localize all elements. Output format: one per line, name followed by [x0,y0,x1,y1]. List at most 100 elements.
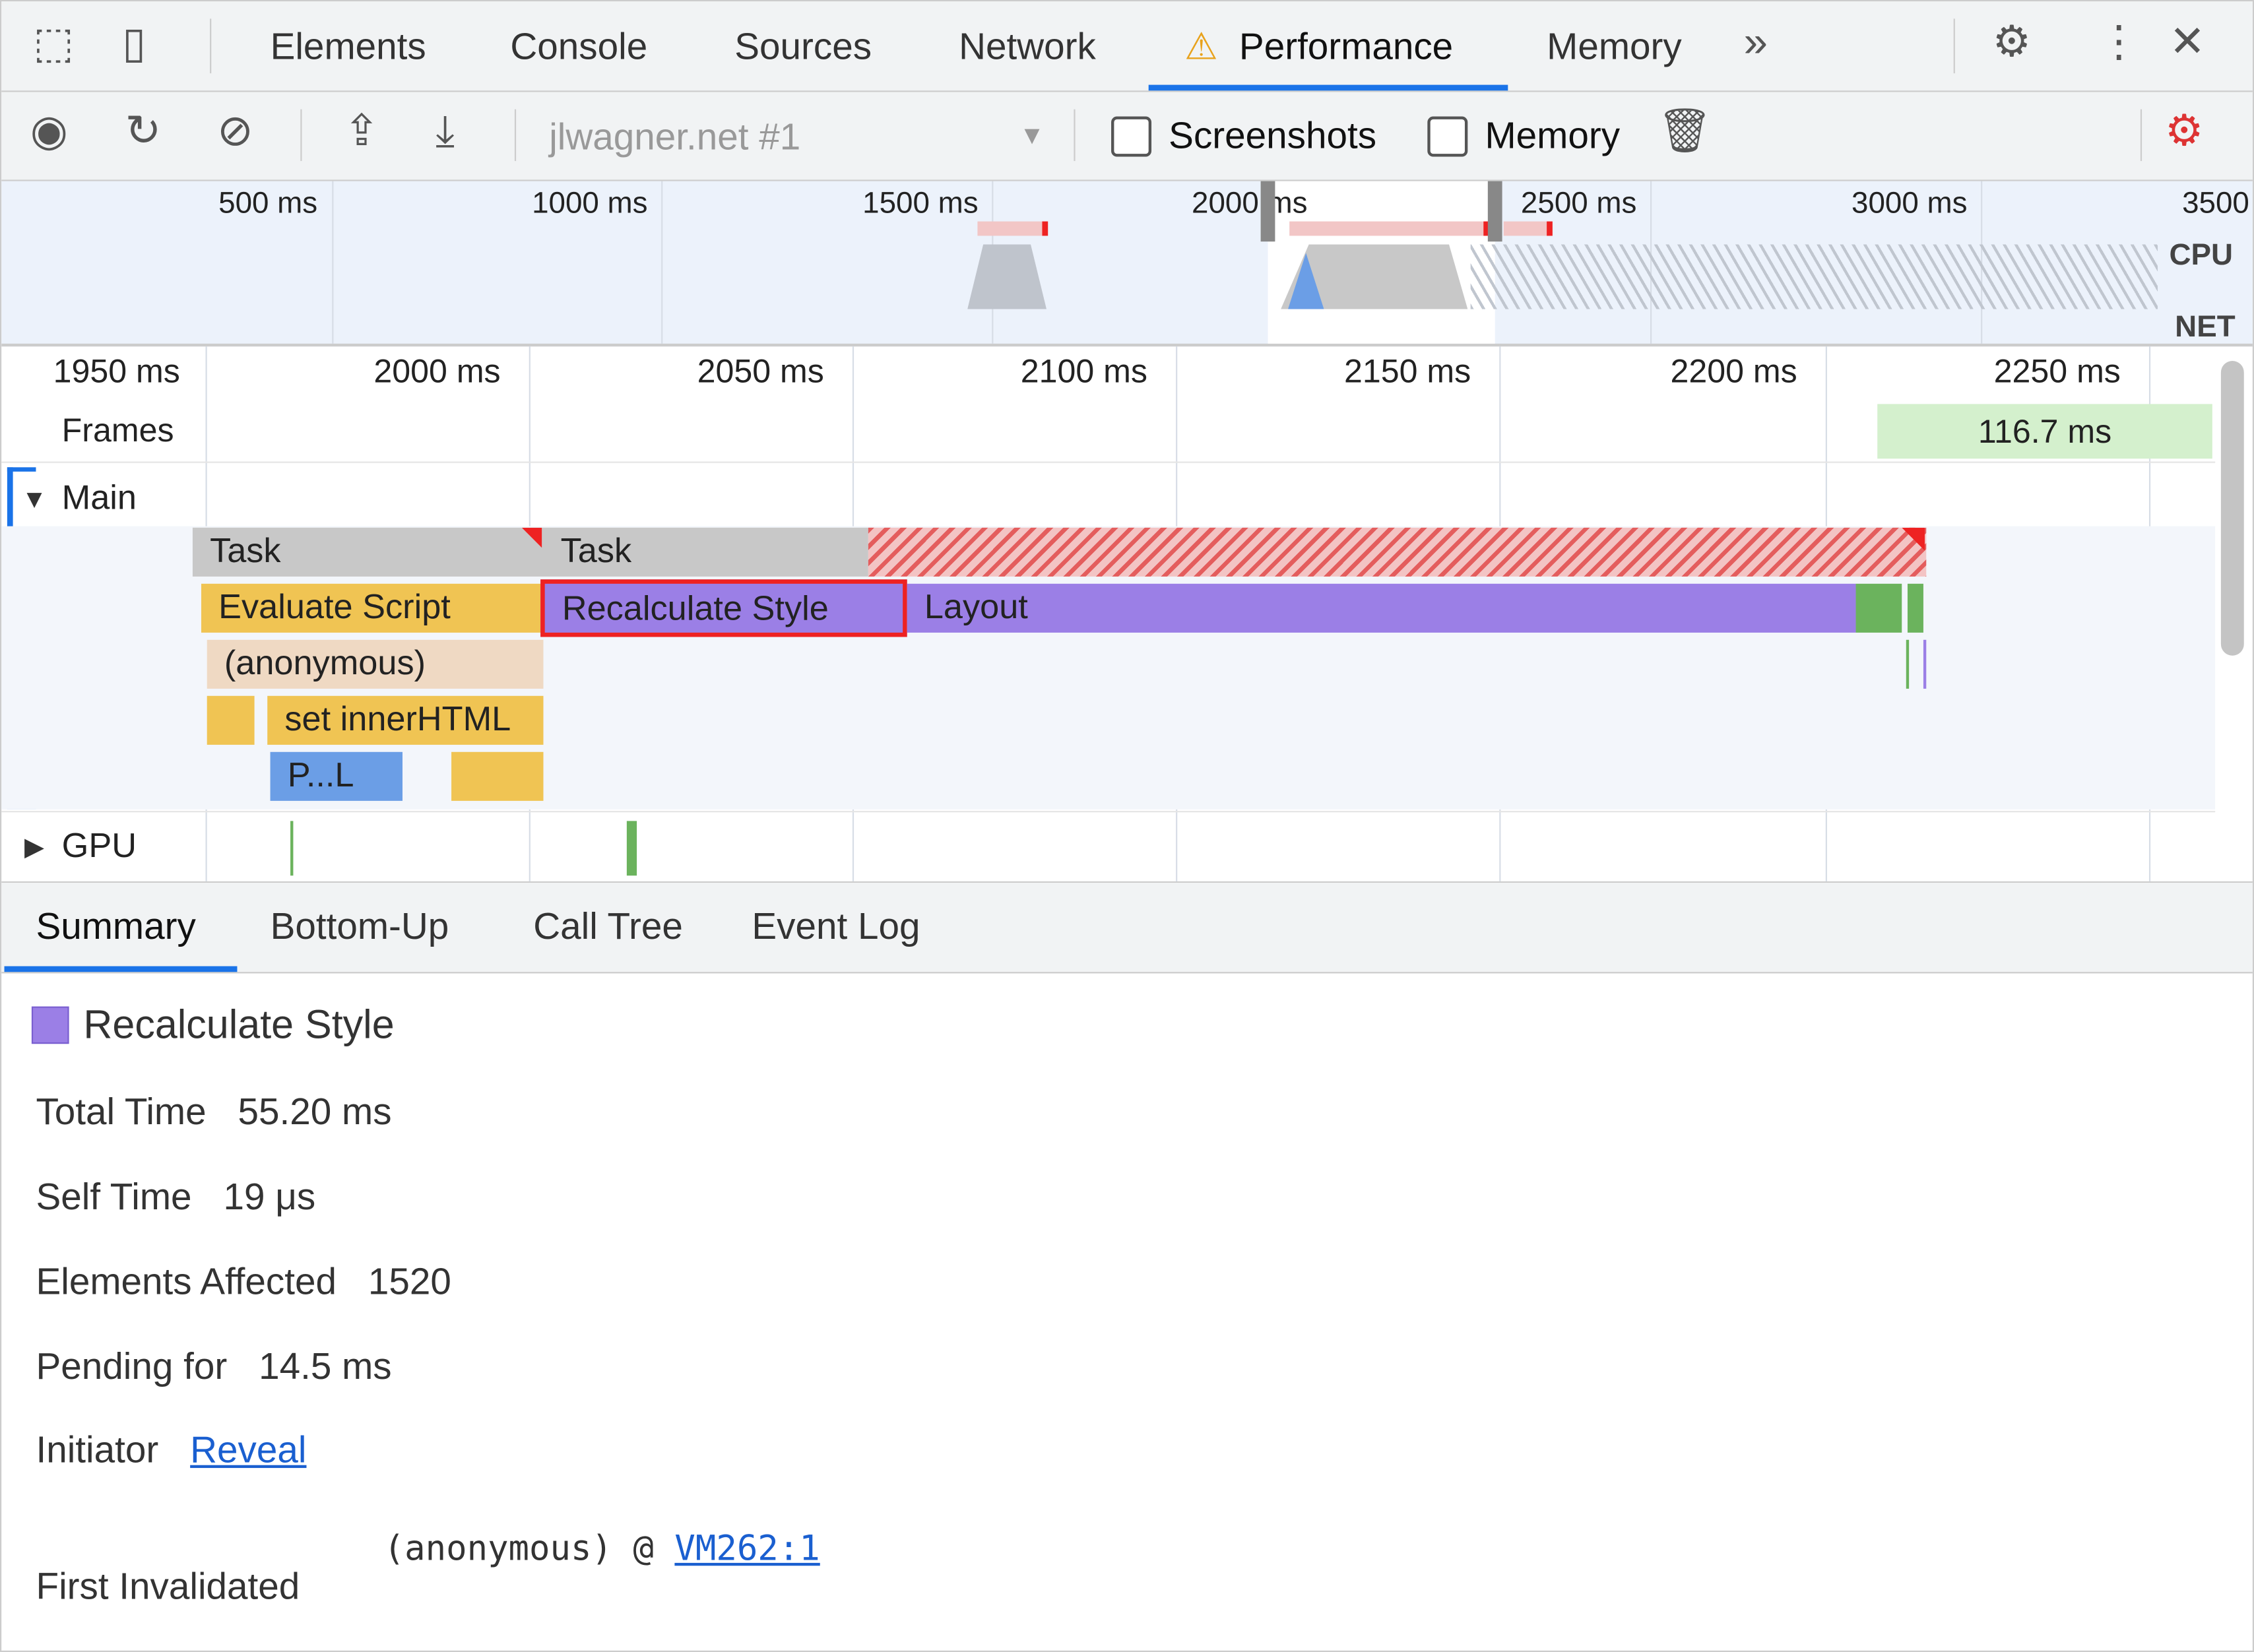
frames-track-label[interactable]: Frames [61,411,174,449]
elements-affected-value: 1520 [368,1259,451,1303]
recalculate-style-bar-selected[interactable]: Recalculate Style [540,579,907,637]
time-tick: 2000 ms [373,352,501,390]
script-bar[interactable] [207,695,255,745]
tab-console[interactable]: Console [510,24,648,68]
expand-triangle-icon[interactable]: ▼ [21,484,48,514]
vertical-scrollbar[interactable] [2220,361,2244,656]
screenshots-checkbox[interactable] [1111,116,1152,157]
gpu-track-label[interactable]: GPU [61,827,137,866]
warning-icon: ⚠ [1184,24,1218,68]
overview-tick: 1500 ms [862,187,979,220]
tab-network[interactable]: Network [959,24,1096,68]
tab-summary[interactable]: Summary [36,904,196,948]
gpu-event[interactable] [626,821,637,876]
long-task-marker [977,221,1048,236]
active-tab-indicator [4,966,238,972]
record-icon[interactable]: ◉ [30,108,68,156]
devtools-tab-bar: ⬚ ▯ Elements Console Sources Network ⚠ P… [1,1,2253,92]
first-invalidated-label: First Invalidated [36,1564,300,1608]
overview-tick: 500 ms [218,187,318,220]
initiator-label: Initiator [36,1428,159,1471]
chevron-down-icon[interactable]: ▼ [1019,121,1045,150]
timeline-overview[interactable]: 500 ms 1000 ms 1500 ms 2000 ms 2500 ms 3… [1,181,2253,347]
total-time-value: 55.20 ms [238,1089,392,1133]
cpu-label: CPU [2169,238,2234,272]
active-tab-indicator [1148,84,1508,91]
evaluate-script-bar[interactable]: Evaluate Script [201,583,544,633]
selection-handle-right[interactable] [1487,181,1502,242]
summary-title: Recalculate Style [83,1001,395,1047]
overview-tick: 3500 [2182,187,2249,220]
divider [2140,109,2142,162]
long-task-marker [1289,221,1489,236]
overview-tick: 2000 ms [1192,187,1308,220]
reload-record-icon[interactable]: ↻ [125,108,162,156]
main-track-label[interactable]: Main [61,478,137,518]
net-label: NET [2175,310,2236,344]
inspect-element-icon[interactable]: ⬚ [33,20,74,68]
tab-sources[interactable]: Sources [734,24,872,68]
layout-bar[interactable]: Layout [907,583,1856,633]
category-color-swatch [31,1006,69,1044]
reveal-link[interactable]: Reveal [190,1428,307,1471]
function-name: (anonymous) @ [383,1528,675,1569]
total-time-row: Total Time 55.20 ms [36,1090,391,1135]
overview-tick: 3000 ms [1851,187,1968,220]
divider [1074,109,1076,162]
clear-icon[interactable]: ⊘ [216,108,253,156]
paint-bar[interactable] [1855,583,1902,633]
capture-settings-gear-icon[interactable]: ⚙ [2164,108,2204,156]
total-time-label: Total Time [36,1089,207,1133]
task-bar[interactable]: Task [192,527,544,577]
tab-elements[interactable]: Elements [270,24,426,68]
frame-duration[interactable]: 116.7 ms [1877,404,2212,459]
settings-gear-icon[interactable]: ⚙ [1992,18,2032,67]
flame-chart[interactable]: 1950 ms 2000 ms 2050 ms 2100 ms 2150 ms … [1,346,2253,883]
device-toolbar-icon[interactable]: ▯ [122,20,146,68]
trash-icon[interactable]: 🗑 [1657,108,1712,156]
script-bar[interactable] [451,751,544,801]
more-tabs-icon[interactable]: » [1743,18,1768,67]
time-tick: 2150 ms [1343,352,1471,390]
long-task-overtime[interactable] [868,527,1927,577]
profile-select[interactable]: jlwagner.net #1 [549,115,801,158]
set-innerhtml-bar[interactable]: set innerHTML [267,695,544,745]
cpu-activity-idle [1470,244,2158,309]
time-tick: 2100 ms [1020,352,1147,390]
upload-icon[interactable]: ⇪ [343,108,380,156]
task-bar[interactable]: Task [543,527,868,577]
parse-html-bar[interactable]: P...L [270,751,402,801]
memory-checkbox[interactable] [1427,116,1468,157]
tab-event-log[interactable]: Event Log [752,904,920,948]
overview-tick: 2500 ms [1520,187,1637,220]
source-link[interactable]: VM262:1 [674,1528,820,1569]
download-icon[interactable]: ⤓ [435,108,455,156]
memory-label: Memory [1485,113,1621,157]
divider [1953,18,1955,74]
pending-row: Pending for 14.5 ms [36,1345,391,1389]
more-options-icon[interactable]: ⋮ [2097,18,2141,67]
pending-value: 14.5 ms [259,1344,392,1388]
tab-memory[interactable]: Memory [1547,24,1682,68]
cpu-activity [967,244,1046,309]
paint-bar[interactable] [1907,583,1923,633]
divider [514,109,517,162]
screenshots-label: Screenshots [1169,113,1377,157]
time-tick: 2250 ms [1993,352,2121,390]
anonymous-function-bar[interactable]: (anonymous) [207,639,544,689]
expand-triangle-icon[interactable]: ▶ [24,832,45,862]
self-time-value: 19 μs [223,1174,316,1218]
self-time-label: Self Time [36,1174,192,1218]
tab-performance[interactable]: Performance [1239,24,1454,68]
tab-call-tree[interactable]: Call Tree [533,904,683,948]
gpu-event[interactable] [290,821,294,876]
tab-bottom-up[interactable]: Bottom-Up [270,904,449,948]
pending-label: Pending for [36,1344,228,1388]
selection-handle-left[interactable] [1260,181,1275,242]
details-tab-bar [1,883,2253,974]
overview-tick: 1000 ms [532,187,648,220]
long-task-marker [1503,221,1553,236]
self-time-row: Self Time 19 μs [36,1174,315,1219]
close-icon[interactable]: ✕ [2169,18,2206,67]
